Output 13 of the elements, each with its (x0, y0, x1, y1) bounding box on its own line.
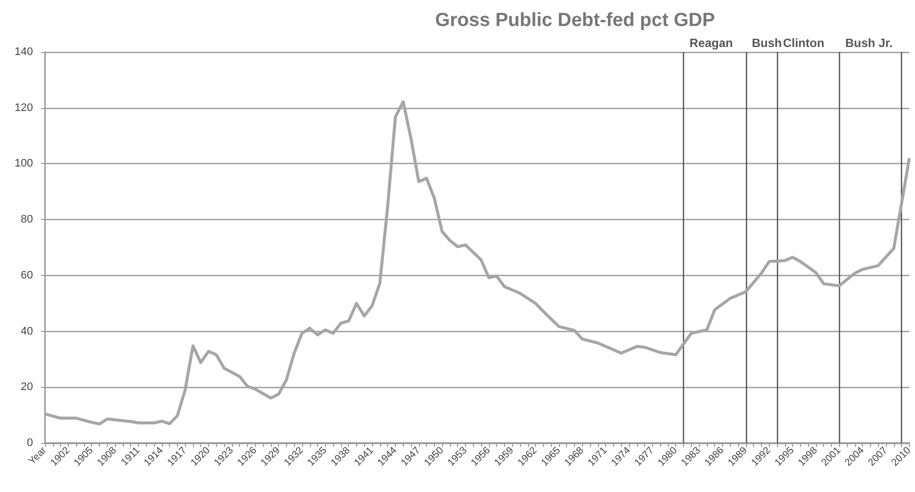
ref-line-label: Clinton (782, 36, 824, 50)
y-tick-label: 60 (20, 269, 33, 282)
y-tick-label: 140 (14, 46, 33, 58)
y-tick-label: 100 (14, 158, 33, 170)
line-series (44, 100, 911, 426)
y-tick-label: 80 (20, 214, 33, 226)
ref-line-label: Bush Jr. (845, 36, 893, 50)
y-tick-label: 20 (20, 381, 33, 394)
ref-line-label: Reagan (690, 36, 733, 50)
y-tick-label: 40 (20, 325, 33, 338)
chart-title: Gross Public Debt-fed pct GDP (435, 10, 716, 31)
ref-line-label: Bush (752, 36, 782, 50)
y-tick-label: 120 (14, 102, 33, 114)
